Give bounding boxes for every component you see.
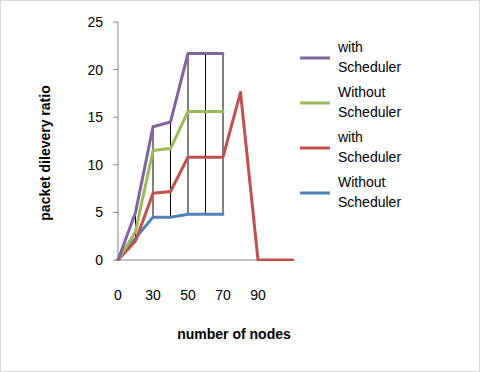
chart-frame <box>1 1 480 372</box>
x-tick-label: 30 <box>145 287 161 303</box>
high-low-line <box>188 53 189 214</box>
legend-label-line: Scheduler <box>338 194 401 210</box>
y-axis-title: packet dilevery ratio <box>37 85 53 220</box>
x-tick-label: 70 <box>215 287 231 303</box>
high-low-line <box>223 53 224 214</box>
y-axis <box>118 22 119 260</box>
legend-label-line: Scheduler <box>338 59 401 75</box>
x-tick-label: 90 <box>250 287 266 303</box>
y-tick <box>113 212 118 213</box>
y-tick-label: 25 <box>87 14 103 30</box>
plot-area <box>118 53 293 260</box>
x-axis-title: number of nodes <box>177 326 291 342</box>
y-tick-label: 0 <box>95 252 103 268</box>
legend-label-line: with <box>337 129 363 145</box>
chart: 0 5 10 15 20 25 0 30 50 70 90 packet dilevery ratio… <box>0 0 480 372</box>
legend-swatch <box>300 57 330 60</box>
legend-label-line: with <box>337 39 363 55</box>
series-line <box>118 53 223 260</box>
y-tick-label: 15 <box>87 109 103 125</box>
y-tick <box>113 22 118 23</box>
y-tick-label: 10 <box>87 157 103 173</box>
legend-swatch <box>300 147 330 150</box>
y-tick-label: 20 <box>87 62 103 78</box>
high-low-line <box>170 122 171 217</box>
legend-label: with Scheduler <box>337 39 401 75</box>
high-low-line <box>205 53 206 214</box>
legend-label: Without Scheduler <box>338 84 401 120</box>
x-tick-label: 50 <box>180 287 196 303</box>
y-tick <box>113 164 118 165</box>
legend-label-line: Scheduler <box>338 149 401 165</box>
y-tick-label: 5 <box>95 204 103 220</box>
series-line <box>118 111 223 260</box>
high-low-line <box>153 127 154 217</box>
legend-label-line: Scheduler <box>338 104 401 120</box>
legend-swatch <box>300 102 330 105</box>
legend-label-line: Without <box>338 174 386 190</box>
legend-label-line: Without <box>338 84 386 100</box>
x-tick-label: 0 <box>114 287 122 303</box>
legend-label: Without Scheduler <box>338 174 401 210</box>
legend-swatch <box>300 192 330 195</box>
y-tick <box>113 69 118 70</box>
legend-label: with Scheduler <box>337 129 401 165</box>
y-tick <box>113 117 118 118</box>
